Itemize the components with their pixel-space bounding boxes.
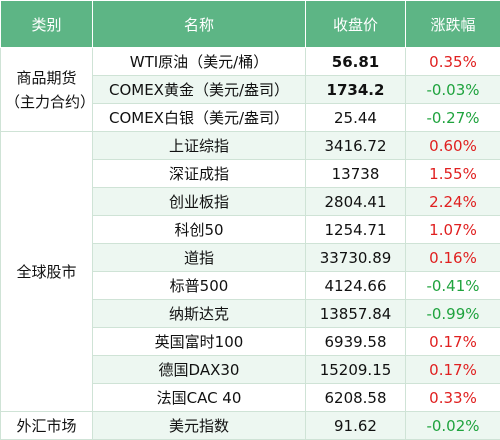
name-cell: 创业板指	[93, 188, 306, 216]
change-cell: 0.35%	[406, 48, 500, 76]
change-cell: 1.55%	[406, 160, 500, 188]
name-cell: 上证综指	[93, 132, 306, 160]
price-cell: 25.44	[306, 104, 406, 132]
change-cell: -0.41%	[406, 272, 500, 300]
category-cell: 外汇市场	[1, 412, 93, 440]
price-cell: 33730.89	[306, 244, 406, 272]
header-cell: 名称	[93, 1, 306, 48]
name-cell: 英国富时100	[93, 328, 306, 356]
name-cell: COMEX黄金（美元/盎司）	[93, 76, 306, 104]
name-cell: 科创50	[93, 216, 306, 244]
change-cell: -0.27%	[406, 104, 500, 132]
name-cell: 纳斯达克	[93, 300, 306, 328]
change-cell: 0.16%	[406, 244, 500, 272]
change-cell: 0.17%	[406, 356, 500, 384]
price-cell: 91.62	[306, 412, 406, 440]
price-cell: 15209.15	[306, 356, 406, 384]
header-cell: 涨跌幅	[406, 1, 500, 48]
category-cell: 商品期货（主力合约）	[1, 48, 93, 132]
name-cell: 道指	[93, 244, 306, 272]
price-cell: 4124.66	[306, 272, 406, 300]
price-cell: 56.81	[306, 48, 406, 76]
price-cell: 6939.58	[306, 328, 406, 356]
price-cell: 3416.72	[306, 132, 406, 160]
name-cell: WTI原油（美元/桶）	[93, 48, 306, 76]
change-cell: 2.24%	[406, 188, 500, 216]
price-cell: 1254.71	[306, 216, 406, 244]
change-cell: -0.03%	[406, 76, 500, 104]
change-cell: 0.33%	[406, 384, 500, 412]
name-cell: 法国CAC 40	[93, 384, 306, 412]
page: 类别 名称 收盘价 涨跌幅 商品期货（主力合约）WTI原油（美元/桶）56.81…	[0, 0, 500, 413]
name-cell: 德国DAX30	[93, 356, 306, 384]
price-cell: 1734.2	[306, 76, 406, 104]
name-cell: 深证成指	[93, 160, 306, 188]
price-cell: 2804.41	[306, 188, 406, 216]
price-cell: 6208.58	[306, 384, 406, 412]
category-cell: 全球股市	[1, 132, 93, 412]
change-cell: -0.02%	[406, 412, 500, 440]
change-cell: -0.99%	[406, 300, 500, 328]
change-cell: 0.60%	[406, 132, 500, 160]
price-cell: 13738	[306, 160, 406, 188]
change-cell: 1.07%	[406, 216, 500, 244]
header-row: 类别 名称 收盘价 涨跌幅	[1, 1, 500, 48]
name-cell: 美元指数	[93, 412, 306, 440]
price-cell: 13857.84	[306, 300, 406, 328]
name-cell: 标普500	[93, 272, 306, 300]
header-cell: 类别	[1, 1, 93, 48]
name-cell: COMEX白银（美元/盎司）	[93, 104, 306, 132]
change-cell: 0.17%	[406, 328, 500, 356]
header-cell: 收盘价	[306, 1, 406, 48]
